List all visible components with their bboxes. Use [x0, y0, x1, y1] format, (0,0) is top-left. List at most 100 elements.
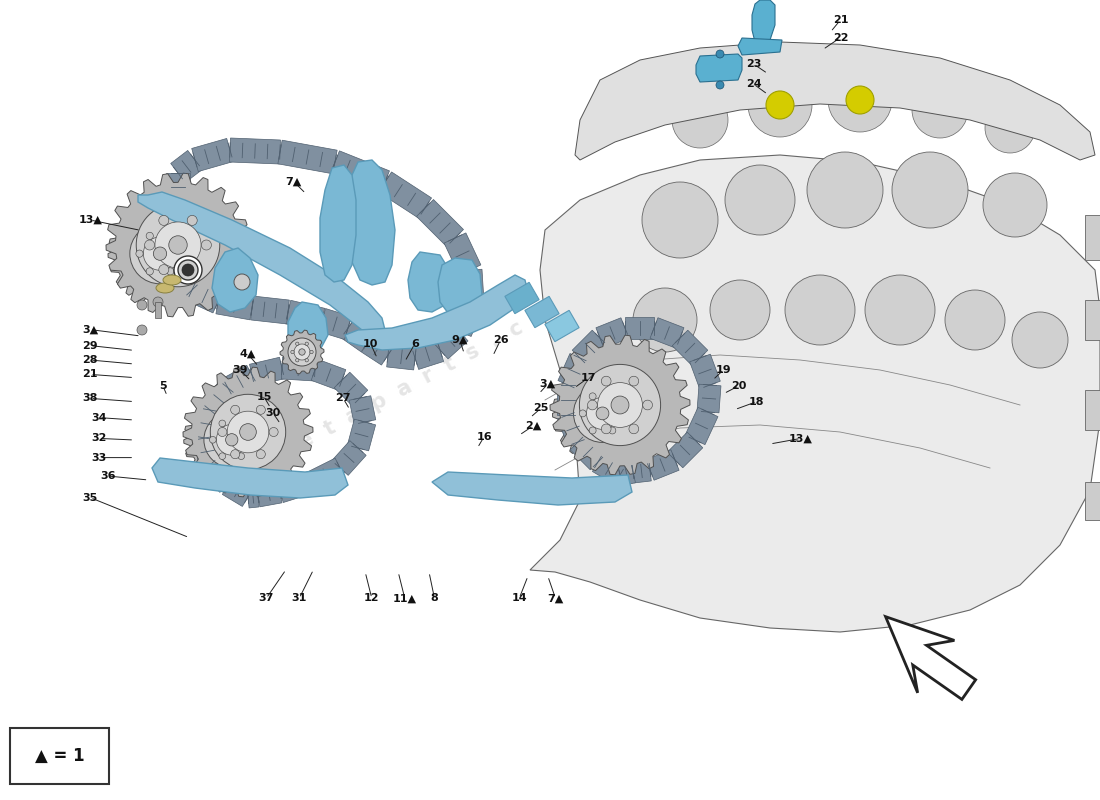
Text: 28: 28	[82, 355, 98, 365]
Circle shape	[166, 232, 174, 239]
Polygon shape	[216, 290, 254, 320]
Circle shape	[143, 237, 177, 270]
Polygon shape	[280, 330, 324, 374]
Polygon shape	[288, 302, 328, 355]
Circle shape	[130, 223, 190, 284]
Polygon shape	[458, 270, 484, 302]
Circle shape	[288, 338, 316, 366]
Polygon shape	[646, 450, 679, 480]
Text: 21: 21	[833, 15, 848, 25]
Text: 29: 29	[82, 341, 98, 350]
Ellipse shape	[156, 283, 174, 293]
Polygon shape	[285, 300, 324, 332]
Polygon shape	[530, 155, 1100, 632]
Text: e  t  a  p  a  r  t  s  .  c  o  m: e t a p a r t s . c o m	[296, 287, 584, 453]
Circle shape	[155, 222, 201, 268]
Text: 21: 21	[82, 370, 98, 379]
Polygon shape	[311, 360, 345, 390]
Text: 5: 5	[160, 381, 166, 390]
Circle shape	[290, 350, 294, 354]
Circle shape	[153, 297, 163, 307]
Circle shape	[983, 173, 1047, 237]
Polygon shape	[183, 367, 314, 497]
Polygon shape	[341, 318, 375, 352]
Text: 18: 18	[749, 397, 764, 406]
Circle shape	[270, 427, 278, 437]
Text: 17: 17	[581, 373, 596, 382]
Polygon shape	[195, 408, 221, 440]
Circle shape	[210, 394, 286, 470]
Polygon shape	[166, 264, 200, 298]
Polygon shape	[250, 358, 285, 386]
Circle shape	[602, 376, 612, 386]
Polygon shape	[617, 462, 636, 486]
Polygon shape	[544, 310, 579, 342]
Polygon shape	[106, 173, 250, 317]
Polygon shape	[558, 411, 589, 446]
Circle shape	[174, 256, 202, 284]
Circle shape	[226, 434, 238, 446]
Text: 13▲: 13▲	[78, 215, 102, 225]
Circle shape	[238, 453, 244, 459]
Polygon shape	[345, 275, 528, 350]
Polygon shape	[222, 475, 254, 506]
Text: 10: 10	[363, 339, 378, 349]
Text: 26: 26	[493, 335, 508, 345]
FancyBboxPatch shape	[10, 728, 109, 784]
Circle shape	[587, 400, 597, 410]
Polygon shape	[417, 199, 463, 246]
Circle shape	[158, 215, 168, 226]
Text: 3▲: 3▲	[540, 379, 556, 389]
Circle shape	[610, 396, 629, 414]
Polygon shape	[278, 140, 337, 174]
Polygon shape	[191, 138, 233, 171]
Circle shape	[945, 290, 1005, 350]
Circle shape	[219, 420, 225, 426]
Circle shape	[136, 203, 220, 286]
Polygon shape	[256, 481, 282, 507]
Text: 14: 14	[512, 594, 527, 603]
Text: 3▲: 3▲	[82, 325, 98, 334]
Polygon shape	[138, 192, 385, 338]
Polygon shape	[557, 385, 579, 415]
Bar	[155, 302, 161, 318]
Polygon shape	[362, 332, 395, 365]
Circle shape	[602, 424, 612, 434]
Polygon shape	[596, 318, 629, 348]
Circle shape	[146, 268, 153, 275]
Circle shape	[294, 344, 310, 360]
Circle shape	[187, 215, 197, 226]
Polygon shape	[387, 343, 416, 370]
Circle shape	[238, 420, 244, 426]
Polygon shape	[195, 436, 221, 467]
Circle shape	[204, 412, 260, 468]
Polygon shape	[223, 366, 257, 398]
Circle shape	[256, 450, 265, 458]
Polygon shape	[738, 38, 782, 55]
Text: 34: 34	[91, 413, 107, 422]
Bar	[1085, 300, 1100, 340]
Circle shape	[609, 393, 616, 400]
Polygon shape	[672, 330, 707, 366]
Polygon shape	[187, 279, 223, 313]
Text: 27: 27	[336, 394, 351, 403]
Text: 2▲: 2▲	[526, 421, 541, 430]
Polygon shape	[161, 197, 189, 227]
Polygon shape	[152, 458, 348, 498]
Polygon shape	[570, 434, 606, 470]
Polygon shape	[631, 459, 651, 483]
Polygon shape	[558, 354, 590, 390]
Circle shape	[228, 411, 268, 453]
Circle shape	[725, 165, 795, 235]
Polygon shape	[348, 160, 395, 285]
Text: ▲ = 1: ▲ = 1	[35, 747, 85, 765]
Text: 37: 37	[258, 594, 274, 603]
Circle shape	[642, 182, 718, 258]
Circle shape	[296, 358, 299, 362]
Circle shape	[580, 364, 661, 446]
Circle shape	[146, 232, 153, 239]
Polygon shape	[752, 0, 776, 48]
Polygon shape	[696, 54, 742, 82]
Polygon shape	[525, 296, 559, 328]
Bar	[1085, 482, 1100, 520]
